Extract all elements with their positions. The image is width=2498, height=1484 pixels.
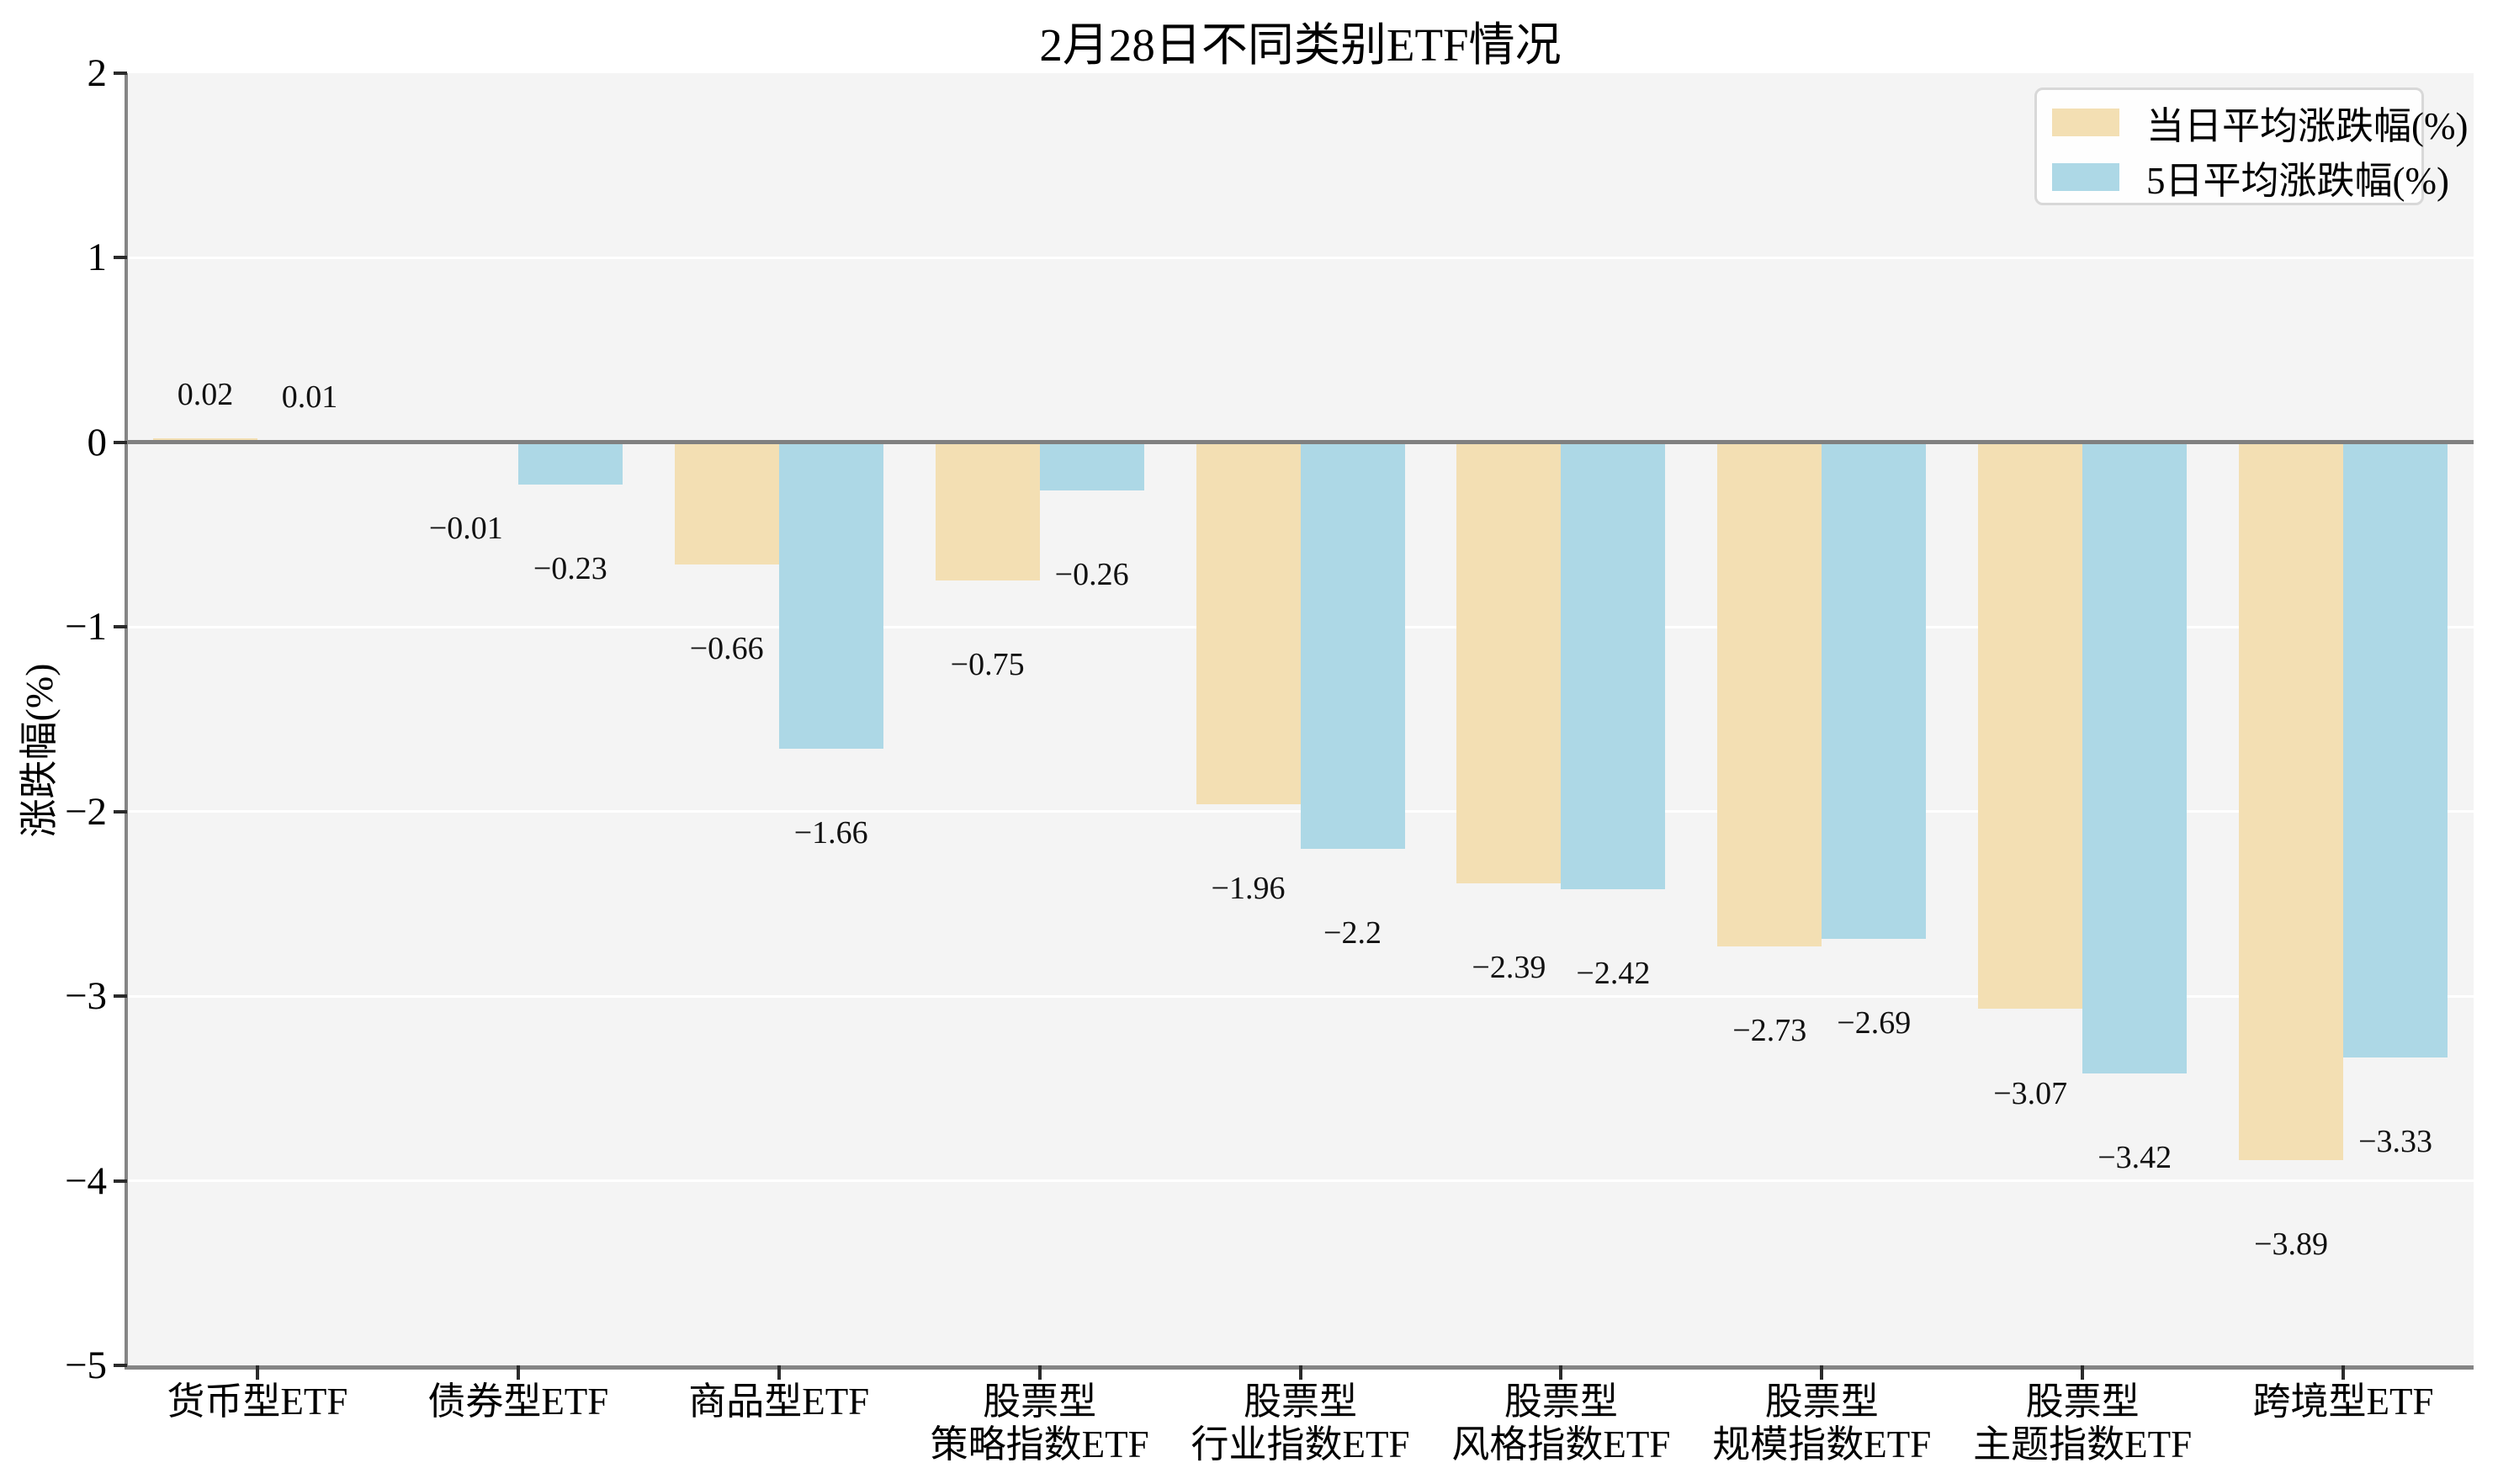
bar-value-label: −3.42 (2098, 1140, 2172, 1176)
bar-5day (778, 442, 883, 750)
x-tick-label: 股票型 风格指数ETF (1451, 1381, 1671, 1465)
bar-value-label: 0.01 (281, 379, 338, 415)
zero-line (127, 440, 2474, 445)
x-tick-label: 跨境型ETF (2252, 1381, 2434, 1423)
bar-5day (1300, 442, 1405, 849)
y-axis-spine (125, 73, 128, 1370)
bar-value-label: −2.2 (1323, 914, 1382, 951)
y-tick-label: −1 (64, 605, 107, 649)
x-tick-label: 债券型ETF (427, 1381, 609, 1423)
bar-5day (1039, 442, 1144, 490)
gridline (127, 256, 2474, 259)
bar-daily (1196, 442, 1301, 804)
bar-value-label: −0.26 (1054, 556, 1129, 592)
legend-label-daily: 当日平均涨跌幅(%) (2146, 105, 2469, 147)
y-tick-label: −5 (64, 1344, 107, 1387)
bar-value-label: −1.66 (793, 815, 868, 851)
bar-daily (935, 442, 1040, 581)
y-tick-label: 1 (87, 236, 108, 280)
legend-row-5day: 5日平均涨跌幅(%) (2045, 150, 2449, 204)
bar-value-label: −2.39 (1472, 950, 1546, 986)
x-tick (255, 1365, 259, 1380)
bar-value-label: −1.96 (1211, 870, 1286, 906)
y-tick-label: −3 (64, 974, 107, 1019)
x-tick-label: 货币型ETF (167, 1381, 348, 1423)
legend: 当日平均涨跌幅(%) 5日平均涨跌幅(%) (2034, 87, 2468, 205)
bar-value-label: −2.69 (1837, 1005, 1912, 1041)
y-tick (114, 994, 127, 999)
legend-swatch-daily (2052, 109, 2119, 136)
y-tick (114, 1364, 127, 1367)
bar-value-label: −0.23 (533, 551, 607, 587)
x-tick (1559, 1365, 1563, 1380)
bar-value-label: −3.07 (1993, 1075, 2068, 1111)
bar-5day (2343, 442, 2448, 1057)
x-tick (777, 1365, 781, 1380)
x-tick-label: 股票型 主题指数ETF (1973, 1381, 2193, 1465)
y-tick-label: 2 (87, 51, 108, 95)
y-axis-title: 涨跌幅(%) (18, 663, 61, 838)
y-tick (114, 72, 127, 75)
x-tick-label: 股票型 行业指数ETF (1191, 1381, 1410, 1465)
x-tick-label: 股票型 策略指数ETF (930, 1381, 1149, 1465)
legend-row-daily: 当日平均涨跌幅(%) (2045, 95, 2468, 150)
x-tick (516, 1365, 520, 1380)
x-tick (2342, 1365, 2346, 1380)
bar-value-label: −0.01 (428, 511, 503, 547)
x-tick (2081, 1365, 2085, 1380)
y-tick (114, 809, 127, 814)
bar-value-label: −0.66 (689, 630, 764, 666)
y-tick-label: −4 (64, 1158, 107, 1203)
legend-swatch-5day (2052, 163, 2119, 191)
bar-daily (1456, 442, 1562, 884)
x-tick-label: 股票型 规模指数ETF (1712, 1381, 1932, 1465)
bar-5day (1561, 442, 1666, 889)
bar-value-label: −0.75 (950, 647, 1025, 683)
y-tick-label: 0 (87, 420, 108, 464)
gridline (127, 1179, 2474, 1183)
x-tick (1298, 1365, 1302, 1380)
bar-daily (1717, 442, 1822, 946)
bar-5day (1822, 442, 1927, 940)
bar-value-label: −2.73 (1732, 1012, 1807, 1048)
y-tick (114, 1179, 127, 1183)
chart-title: 2月28日不同类别ETF情况 (1039, 19, 1562, 71)
bar-value-label: −2.42 (1576, 955, 1651, 991)
x-tick-label: 商品型ETF (688, 1381, 870, 1423)
legend-label-5day: 5日平均涨跌幅(%) (2146, 160, 2449, 202)
bar-value-label: 0.02 (177, 377, 234, 413)
bar-daily (1978, 442, 2083, 1010)
gridline (127, 994, 2474, 998)
bar-value-label: −3.33 (2358, 1123, 2433, 1159)
bar-5day (517, 442, 623, 485)
y-tick (114, 440, 127, 444)
bar-daily (2239, 442, 2344, 1161)
bar-5day (2082, 442, 2188, 1074)
bar-daily (674, 442, 779, 564)
y-tick-label: −2 (64, 789, 107, 834)
x-tick (1820, 1365, 1824, 1380)
y-tick (114, 256, 127, 260)
x-tick (1037, 1365, 1042, 1380)
y-tick (114, 625, 127, 629)
bar-value-label: −3.89 (2254, 1227, 2329, 1263)
